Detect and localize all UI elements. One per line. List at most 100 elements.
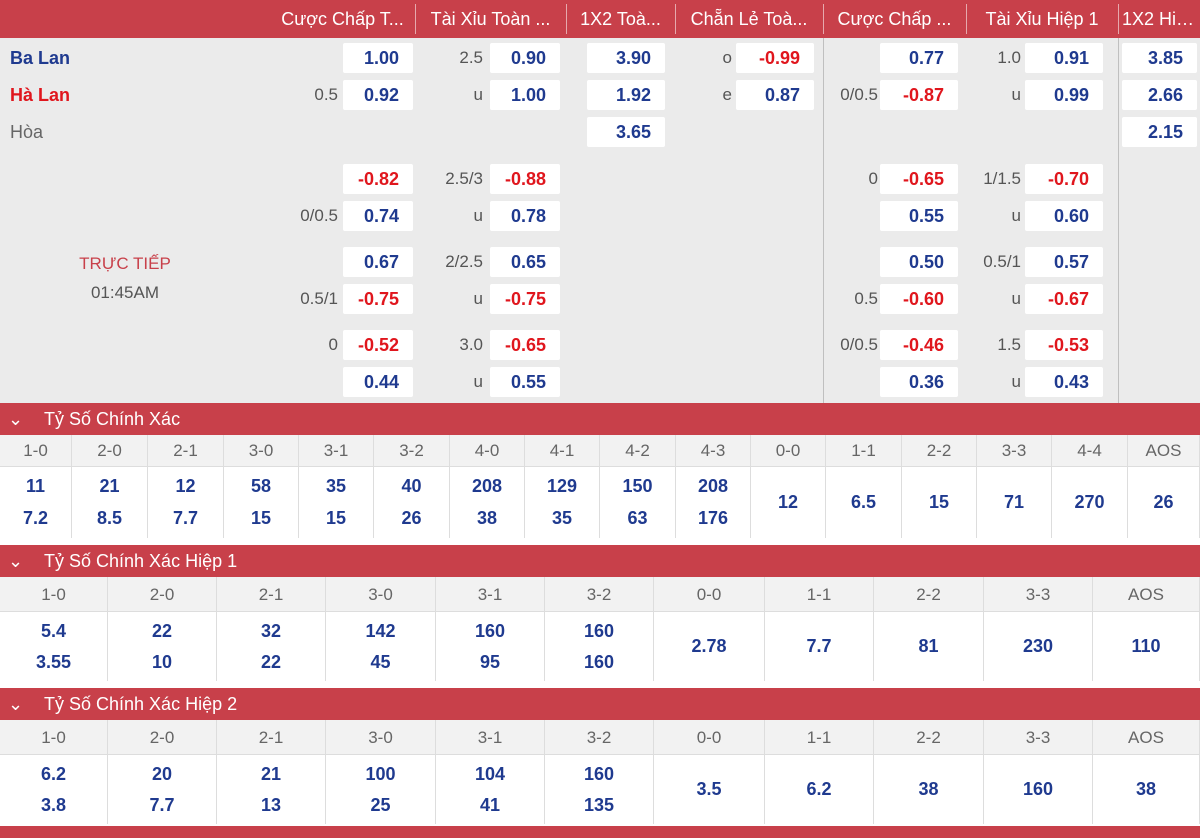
odd-even-odds[interactable]: 0.87 bbox=[736, 80, 814, 110]
score-odds[interactable]: 22 bbox=[151, 621, 173, 641]
score-odds[interactable]: 135 bbox=[583, 794, 615, 815]
h1-1x2-odds[interactable]: 3.85 bbox=[1122, 43, 1197, 73]
score-odds[interactable]: 45 bbox=[370, 651, 391, 672]
score-odds[interactable]: 208 bbox=[697, 476, 729, 496]
score-odds[interactable]: 3.5 bbox=[696, 779, 722, 799]
over-under-odds[interactable]: 1.00 bbox=[490, 80, 560, 110]
score-odds[interactable]: 160 bbox=[583, 651, 615, 672]
handicap-odds[interactable]: 1.00 bbox=[343, 43, 413, 73]
home-team[interactable]: Ba Lan bbox=[10, 48, 71, 68]
over-under-odds[interactable]: -0.75 bbox=[490, 284, 560, 314]
over-under-odds[interactable]: -0.88 bbox=[490, 164, 560, 194]
h1-over-under-odds[interactable]: -0.70 bbox=[1025, 164, 1103, 194]
market-header-3[interactable]: Chẵn Lẻ Toà... bbox=[690, 9, 808, 29]
h1-over-under-odds[interactable]: 0.99 bbox=[1025, 80, 1103, 110]
score-odds[interactable]: 40 bbox=[401, 476, 422, 496]
score-odds[interactable]: 7.2 bbox=[22, 507, 49, 528]
score-odds[interactable]: 142 bbox=[365, 621, 396, 641]
score-odds[interactable]: 58 bbox=[250, 476, 272, 496]
market-header-1[interactable]: Tài Xỉu Toàn ... bbox=[430, 9, 551, 29]
h1-handicap-odds[interactable]: 0.55 bbox=[880, 201, 958, 231]
score-odds[interactable]: 3.55 bbox=[35, 651, 72, 672]
score-odds[interactable]: 160 bbox=[583, 764, 615, 784]
over-under-odds[interactable]: 0.55 bbox=[490, 367, 560, 397]
score-odds[interactable]: 100 bbox=[365, 764, 396, 784]
score-odds[interactable]: 8.5 bbox=[96, 507, 123, 528]
over-under-odds[interactable]: -0.65 bbox=[490, 330, 560, 360]
h1-1x2-odds[interactable]: 2.66 bbox=[1122, 80, 1197, 110]
score-odds[interactable]: 208 bbox=[471, 476, 503, 496]
score-odds[interactable]: 129 bbox=[546, 476, 578, 496]
h1-over-under-odds[interactable]: 0.57 bbox=[1025, 247, 1103, 277]
1x2-odds[interactable]: 3.90 bbox=[587, 43, 665, 73]
handicap-odds[interactable]: 0.74 bbox=[343, 201, 413, 231]
score-odds[interactable]: 38 bbox=[1135, 779, 1157, 799]
h1-handicap-odds[interactable]: -0.87 bbox=[880, 80, 958, 110]
score-odds[interactable]: 160 bbox=[583, 621, 615, 641]
score-odds[interactable]: 3.8 bbox=[40, 794, 67, 815]
score-odds[interactable]: 20 bbox=[151, 764, 173, 784]
h1-over-under-odds[interactable]: 0.43 bbox=[1025, 367, 1103, 397]
h1-handicap-odds[interactable]: 0.36 bbox=[880, 367, 958, 397]
h1-handicap-odds[interactable]: -0.65 bbox=[880, 164, 958, 194]
score-odds[interactable]: 160 bbox=[474, 621, 506, 641]
score-odds[interactable]: 110 bbox=[1131, 636, 1161, 656]
score-odds[interactable]: 6.2 bbox=[40, 764, 67, 784]
1x2-odds[interactable]: 3.65 bbox=[587, 117, 665, 147]
score-odds[interactable]: 10 bbox=[151, 651, 173, 672]
score-odds[interactable]: 5.4 bbox=[40, 621, 67, 641]
score-odds[interactable]: 35 bbox=[551, 507, 573, 528]
score-odds[interactable]: 7.7 bbox=[172, 507, 199, 528]
handicap-odds[interactable]: 0.67 bbox=[343, 247, 413, 277]
score-odds[interactable]: 2.78 bbox=[691, 636, 727, 656]
score-odds[interactable]: 35 bbox=[325, 476, 347, 496]
score-odds[interactable]: 71 bbox=[1003, 492, 1025, 512]
market-header-4[interactable]: Cược Chấp ... bbox=[837, 9, 952, 29]
h1-handicap-odds[interactable]: 0.50 bbox=[880, 247, 958, 277]
score-odds[interactable]: 13 bbox=[260, 794, 282, 815]
score-odds[interactable]: 26 bbox=[401, 507, 422, 528]
h1-over-under-odds[interactable]: 0.60 bbox=[1025, 201, 1103, 231]
score-odds[interactable]: 12 bbox=[777, 492, 799, 512]
1x2-odds[interactable]: 1.92 bbox=[587, 80, 665, 110]
score-odds[interactable]: 11 bbox=[25, 476, 46, 496]
score-odds[interactable]: 81 bbox=[918, 636, 939, 656]
score-odds[interactable]: 150 bbox=[622, 476, 653, 496]
market-header-5[interactable]: Tài Xỉu Hiệp 1 bbox=[985, 9, 1099, 29]
score-odds[interactable]: 176 bbox=[697, 507, 729, 528]
score-odds[interactable]: 7.7 bbox=[149, 794, 175, 815]
handicap-odds[interactable]: -0.82 bbox=[343, 164, 413, 194]
score-odds[interactable]: 38 bbox=[476, 507, 498, 528]
h1-over-under-odds[interactable]: -0.53 bbox=[1025, 330, 1103, 360]
score-odds[interactable]: 12 bbox=[175, 476, 196, 496]
away-team[interactable]: Hà Lan bbox=[10, 85, 71, 105]
h1-handicap-odds[interactable]: 0.77 bbox=[880, 43, 958, 73]
handicap-odds[interactable]: 0.92 bbox=[343, 80, 413, 110]
score-odds[interactable]: 21 bbox=[260, 764, 282, 784]
score-odds[interactable]: 25 bbox=[370, 794, 391, 815]
score-odds[interactable]: 160 bbox=[1022, 779, 1054, 799]
section-header[interactable]: ⌄ Tỷ Số Chính Xác Hiệp 1 bbox=[0, 545, 1200, 577]
score-odds[interactable]: 230 bbox=[1022, 636, 1054, 656]
market-header-6[interactable]: 1X2 Hiệ... bbox=[1122, 9, 1200, 29]
score-odds[interactable]: 270 bbox=[1074, 492, 1105, 512]
score-odds[interactable]: 15 bbox=[325, 507, 347, 528]
score-odds[interactable]: 7.7 bbox=[806, 636, 832, 656]
h1-over-under-odds[interactable]: 0.91 bbox=[1025, 43, 1103, 73]
over-under-odds[interactable]: 0.90 bbox=[490, 43, 560, 73]
handicap-odds[interactable]: 0.44 bbox=[343, 367, 413, 397]
h1-over-under-odds[interactable]: -0.67 bbox=[1025, 284, 1103, 314]
score-odds[interactable]: 21 bbox=[99, 476, 120, 496]
score-odds[interactable]: 22 bbox=[260, 651, 282, 672]
handicap-odds[interactable]: -0.75 bbox=[343, 284, 413, 314]
chevron-down-icon[interactable]: ⌄ bbox=[8, 409, 24, 429]
section-header[interactable]: ⌄ Tỷ Số Chính Xác Hiệp 2 bbox=[0, 688, 1200, 720]
score-odds[interactable]: 6.5 bbox=[850, 492, 877, 512]
handicap-odds[interactable]: -0.52 bbox=[343, 330, 413, 360]
score-odds[interactable]: 32 bbox=[260, 621, 282, 641]
score-odds[interactable]: 6.2 bbox=[806, 779, 832, 799]
h1-1x2-odds[interactable]: 2.15 bbox=[1122, 117, 1197, 147]
over-under-odds[interactable]: 0.78 bbox=[490, 201, 560, 231]
score-odds[interactable]: 63 bbox=[627, 507, 648, 528]
h1-handicap-odds[interactable]: -0.60 bbox=[880, 284, 958, 314]
